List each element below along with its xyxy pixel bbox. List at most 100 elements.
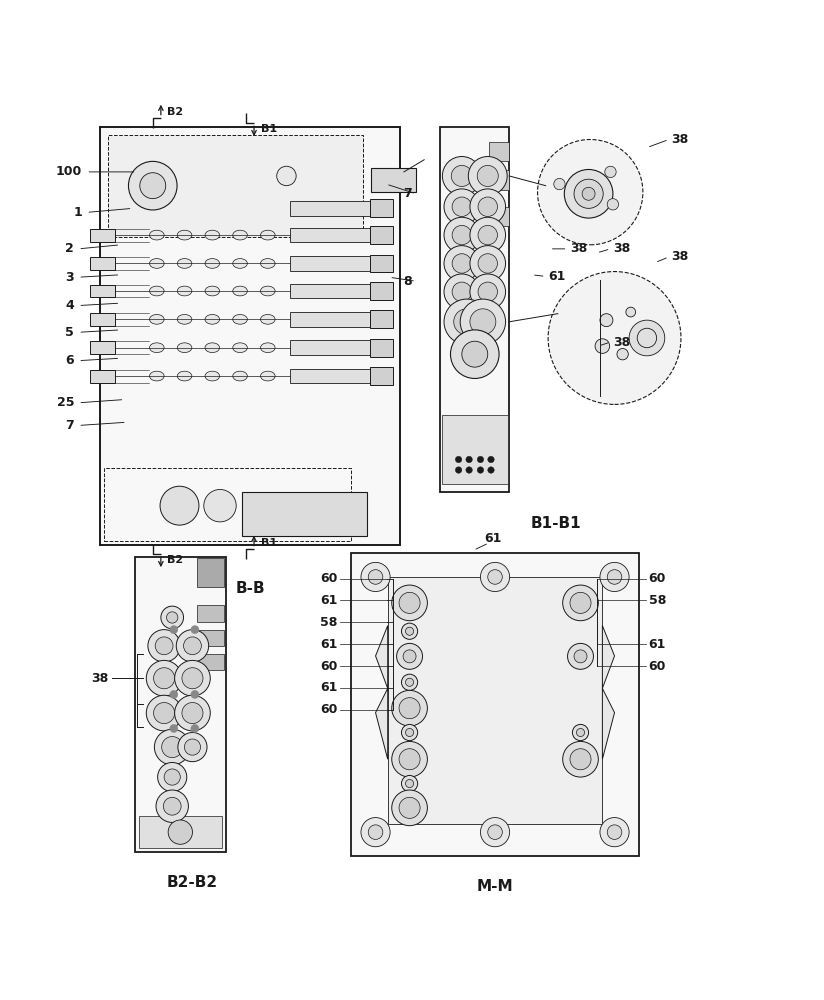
Circle shape (401, 775, 418, 792)
Text: 61: 61 (648, 638, 666, 651)
Circle shape (361, 818, 390, 847)
Circle shape (168, 820, 193, 844)
Text: 58: 58 (648, 594, 666, 607)
Circle shape (637, 328, 657, 348)
Circle shape (399, 797, 420, 818)
Text: B2: B2 (167, 107, 184, 117)
Text: 38: 38 (570, 242, 588, 255)
Bar (370, 310, 392, 328)
Circle shape (600, 314, 613, 327)
Text: 38: 38 (672, 133, 689, 146)
Text: 60: 60 (648, 660, 666, 673)
Ellipse shape (232, 286, 247, 296)
Circle shape (405, 627, 414, 635)
Circle shape (401, 724, 418, 741)
Circle shape (185, 739, 200, 755)
Circle shape (396, 643, 423, 669)
Text: M-M: M-M (477, 879, 513, 894)
Ellipse shape (260, 230, 275, 240)
Circle shape (478, 254, 498, 273)
Bar (485, 170, 509, 190)
Circle shape (626, 307, 635, 317)
Ellipse shape (177, 343, 192, 353)
Circle shape (537, 140, 643, 245)
Circle shape (405, 728, 414, 737)
Circle shape (368, 825, 383, 839)
Circle shape (573, 724, 588, 741)
Ellipse shape (260, 259, 275, 268)
Ellipse shape (205, 259, 220, 268)
Circle shape (155, 637, 173, 655)
Bar (100, 127, 400, 545)
Bar (139, 816, 222, 848)
Circle shape (444, 217, 480, 253)
Text: B1-B1: B1-B1 (531, 516, 581, 531)
Circle shape (153, 668, 175, 689)
Circle shape (452, 165, 472, 186)
Circle shape (452, 282, 471, 302)
Ellipse shape (149, 371, 164, 381)
Circle shape (470, 246, 506, 281)
Circle shape (454, 309, 480, 335)
Circle shape (456, 456, 461, 463)
Ellipse shape (232, 259, 247, 268)
Circle shape (466, 456, 472, 463)
Circle shape (488, 456, 494, 463)
Text: 61: 61 (320, 594, 338, 607)
Bar (370, 255, 392, 272)
Bar (372, 168, 416, 192)
Circle shape (184, 637, 201, 655)
Circle shape (607, 825, 622, 839)
Bar (291, 201, 372, 216)
Bar (104, 468, 351, 541)
Circle shape (568, 643, 593, 669)
Circle shape (368, 570, 383, 584)
Bar (242, 492, 368, 536)
Bar (291, 369, 372, 383)
Bar (197, 654, 224, 670)
Circle shape (564, 169, 613, 218)
Circle shape (563, 585, 598, 621)
Text: 7: 7 (403, 187, 412, 200)
Bar (197, 558, 224, 587)
Circle shape (548, 272, 681, 404)
Circle shape (600, 562, 629, 592)
Text: B-B: B-B (235, 581, 265, 596)
Circle shape (488, 825, 503, 839)
Circle shape (129, 161, 177, 210)
Bar (489, 142, 509, 161)
Circle shape (361, 562, 390, 592)
Text: 60: 60 (648, 572, 666, 585)
Circle shape (444, 274, 480, 310)
Circle shape (147, 695, 182, 731)
Text: 3: 3 (66, 271, 74, 284)
Bar (291, 284, 372, 298)
Bar (291, 340, 372, 355)
Bar (440, 127, 509, 492)
Circle shape (570, 749, 591, 770)
Circle shape (570, 592, 591, 613)
Circle shape (478, 282, 498, 302)
Circle shape (460, 299, 506, 344)
Circle shape (563, 741, 598, 777)
Circle shape (405, 678, 414, 686)
Bar (388, 577, 602, 824)
Ellipse shape (260, 371, 275, 381)
Circle shape (140, 173, 166, 199)
Circle shape (477, 456, 484, 463)
Text: 61: 61 (485, 532, 502, 545)
Circle shape (442, 157, 481, 195)
Circle shape (554, 178, 565, 190)
Bar (351, 553, 639, 856)
Text: 6: 6 (66, 354, 74, 367)
Circle shape (607, 199, 619, 210)
Bar (291, 228, 372, 242)
Text: 5: 5 (65, 326, 74, 339)
Circle shape (574, 179, 603, 208)
Ellipse shape (232, 314, 247, 324)
Text: 1: 1 (73, 206, 82, 219)
Text: 60: 60 (320, 660, 338, 673)
Ellipse shape (260, 314, 275, 324)
Circle shape (488, 467, 494, 473)
Circle shape (607, 570, 622, 584)
